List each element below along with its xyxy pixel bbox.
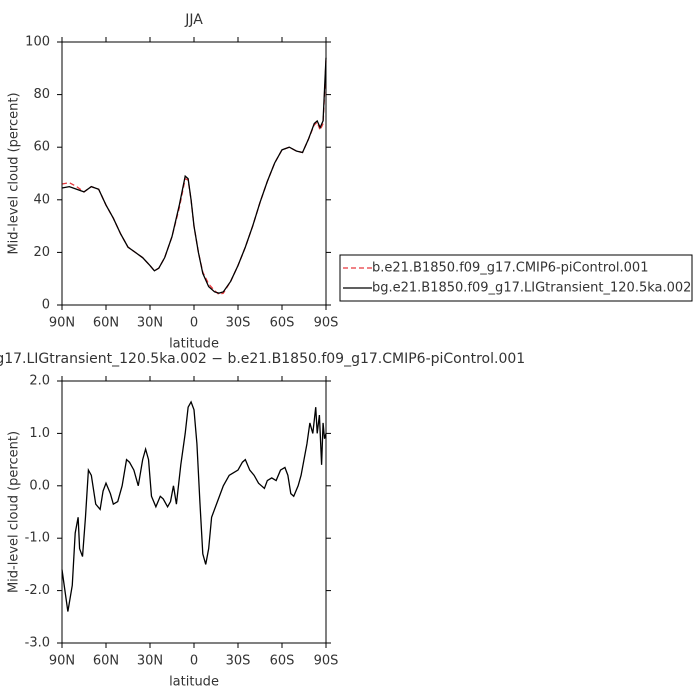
y-tick-label: 0.0 bbox=[29, 478, 50, 493]
y-axis-label: Mid-level cloud (percent) bbox=[7, 92, 22, 254]
data-line bbox=[61, 400, 327, 612]
x-tick-label: 90S bbox=[314, 654, 339, 669]
x-tick-label: 90N bbox=[49, 654, 75, 669]
y-tick-label: 20 bbox=[33, 245, 50, 260]
y-tick-label: 80 bbox=[33, 87, 50, 102]
chart-title: JJA bbox=[184, 12, 203, 28]
x-tick-label: 60N bbox=[93, 654, 119, 669]
x-tick-label: 60S bbox=[270, 654, 295, 669]
y-tick-label: 60 bbox=[33, 140, 50, 155]
y-tick-label: -1.0 bbox=[25, 531, 50, 546]
y-axis-label: Mid-level cloud (percent) bbox=[7, 431, 22, 593]
y-tick-label: -3.0 bbox=[25, 636, 50, 651]
y-tick-label: -2.0 bbox=[25, 583, 50, 598]
plot-frame bbox=[61, 380, 327, 644]
chart-title: bg.e21.B1850.f09_g17.LIGtransient_120.5k… bbox=[0, 351, 525, 367]
y-tick-label: 100 bbox=[25, 35, 50, 50]
y-tick-label: 0 bbox=[42, 298, 50, 313]
x-tick-label: 90N bbox=[49, 316, 75, 331]
x-tick-label: 30S bbox=[226, 316, 251, 331]
x-tick-label: 0 bbox=[190, 654, 198, 669]
x-tick-label: 60S bbox=[270, 316, 295, 331]
x-tick-label: 30S bbox=[226, 654, 251, 669]
legend-label: bg.e21.B1850.f09_g17.LIGtransient_120.5k… bbox=[372, 281, 691, 296]
data-line bbox=[61, 57, 327, 294]
y-tick-label: 40 bbox=[33, 192, 50, 207]
plot-frame bbox=[61, 41, 327, 306]
legend-box bbox=[339, 254, 693, 302]
x-tick-label: 30N bbox=[137, 316, 163, 331]
x-axis-label: latitude bbox=[169, 675, 219, 690]
x-tick-label: 30N bbox=[137, 654, 163, 669]
x-tick-label: 90S bbox=[314, 316, 339, 331]
legend-label: b.e21.B1850.f09_g17.CMIP6-piControl.001 bbox=[372, 261, 648, 276]
x-tick-label: 0 bbox=[190, 316, 198, 331]
x-tick-label: 60N bbox=[93, 316, 119, 331]
x-axis-label: latitude bbox=[169, 337, 219, 352]
y-tick-label: 2.0 bbox=[29, 374, 50, 389]
data-line bbox=[61, 60, 327, 296]
y-tick-label: 1.0 bbox=[29, 426, 50, 441]
